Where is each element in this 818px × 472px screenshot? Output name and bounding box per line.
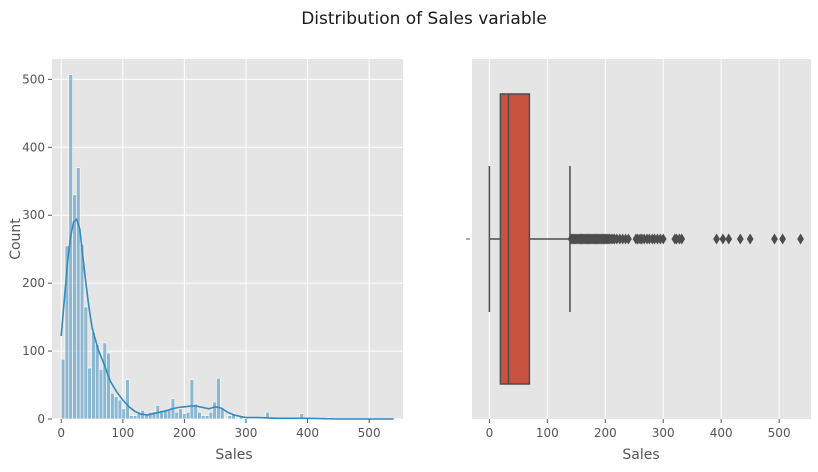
histogram-bar	[83, 306, 89, 420]
histogram-bar	[212, 401, 217, 420]
outlier-point	[779, 233, 786, 245]
outlier-point	[625, 233, 632, 245]
histogram-x-tick-label: 400	[296, 426, 319, 440]
histogram-x-tick-label: 500	[358, 426, 381, 440]
boxplot-x-tick-label: 500	[768, 426, 791, 440]
histogram-bar	[72, 194, 77, 420]
histogram-x-ticks: 0 100 200 300 400 500	[57, 419, 381, 440]
kde-curve	[60, 217, 394, 420]
histogram-bar	[189, 379, 195, 420]
histogram-bar	[163, 410, 168, 420]
outlier-point	[725, 233, 733, 245]
outlier-point	[659, 233, 667, 245]
outlier-point	[746, 233, 754, 245]
histogram-bar	[201, 415, 206, 420]
interquartile-box	[499, 93, 531, 385]
histogram-bar	[182, 413, 187, 420]
boxplot-x-tick-label: 200	[594, 426, 617, 440]
histogram-x-tick-label: 100	[111, 426, 134, 440]
histogram-x-tick-label: 300	[235, 426, 258, 440]
boxplot-x-tick-label: 100	[536, 426, 559, 440]
histogram-bar	[91, 331, 96, 420]
outlier-point	[678, 233, 686, 245]
histogram-bar	[106, 352, 111, 420]
histogram-x-axis-label: Sales	[215, 447, 252, 463]
histogram-x-tick-label: 0	[57, 426, 65, 440]
figure-title: Distribution of Sales variable	[301, 9, 547, 29]
histogram-x-tick-label: 200	[173, 426, 196, 440]
boxplot-x-axis-label: Sales	[622, 447, 659, 463]
histogram-bar	[265, 411, 270, 420]
histogram-y-tick-label: 0	[37, 412, 45, 426]
histogram-bar	[95, 343, 100, 420]
histogram-y-tick-label: 100	[22, 344, 45, 358]
histogram-y-tick-label: 500	[22, 72, 45, 86]
histogram-bar	[197, 411, 202, 420]
outlier-point	[719, 233, 727, 245]
histogram-y-axis-label: Count	[8, 218, 24, 260]
boxplot-x-tick-label: 300	[652, 426, 675, 440]
histogram-bar	[98, 369, 104, 420]
histogram-bar	[208, 411, 214, 420]
histogram-y-ticks: 0 100 200 300 400 500	[22, 72, 52, 426]
histogram-bar	[129, 415, 134, 420]
histogram-bar	[193, 403, 198, 420]
histogram-bar	[121, 408, 126, 420]
boxplot-panel: 0 100 200 300 400 500 Sales	[466, 59, 811, 463]
outlier-point	[713, 233, 720, 245]
histogram-bar	[216, 377, 221, 420]
histogram-bar	[113, 396, 119, 420]
histogram-y-tick-label: 400	[22, 140, 45, 154]
outlier-point	[797, 233, 804, 245]
outlier-point	[736, 233, 744, 245]
boxplot-x-ticks: 0 100 200 300 400 500	[486, 419, 791, 440]
histogram-gridlines	[52, 59, 403, 420]
histogram-bar	[227, 415, 232, 420]
boxplot-outliers	[567, 233, 804, 245]
histogram-y-tick-label: 200	[22, 276, 45, 290]
histogram-bar	[204, 415, 210, 420]
histogram-bar	[132, 415, 138, 420]
boxplot-x-tick-label: 0	[486, 426, 494, 440]
histogram-bar	[87, 367, 92, 420]
histogram-bar	[110, 392, 115, 420]
histogram-bar	[117, 399, 123, 420]
histogram-bar	[60, 358, 66, 420]
histogram-bar	[125, 379, 130, 420]
histogram-bar	[76, 167, 81, 420]
histogram-bar	[79, 244, 85, 420]
outlier-point	[771, 233, 778, 245]
histogram-bar	[185, 411, 191, 420]
histogram-bar	[231, 413, 236, 420]
histogram-bar	[178, 408, 183, 420]
histogram-y-tick-label: 300	[22, 208, 45, 222]
histogram-bar	[174, 411, 179, 420]
boxplot-x-tick-label: 400	[710, 426, 733, 440]
histogram-bar	[102, 342, 107, 420]
boxplot	[488, 93, 571, 385]
